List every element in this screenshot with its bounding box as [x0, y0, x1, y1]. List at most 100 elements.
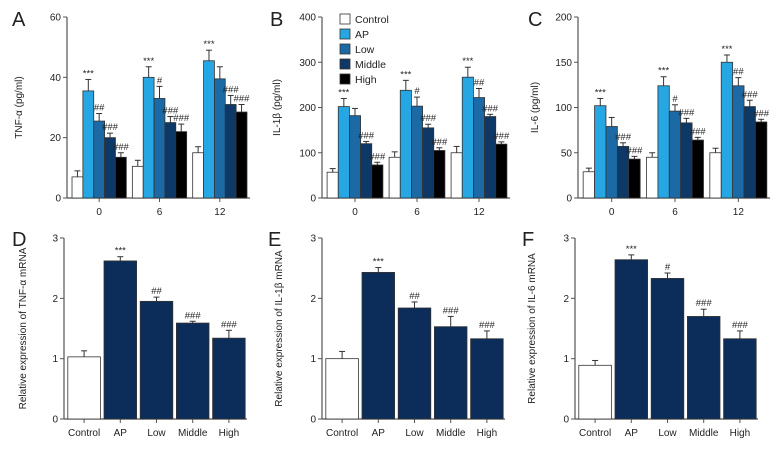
- bar-control: [326, 171, 339, 199]
- significance-label: ###: [696, 298, 713, 309]
- x-tick-label: High: [477, 428, 498, 439]
- bar-middle: [743, 106, 756, 199]
- x-tick-label: Middle: [178, 428, 208, 439]
- y-tick-label: 100: [299, 148, 316, 159]
- significance-label: ###: [420, 113, 437, 124]
- panel-letter: C: [528, 9, 542, 31]
- bar-middle: [484, 116, 497, 199]
- legend-swatch-ap: [339, 28, 351, 40]
- significance-label: ##: [94, 103, 105, 114]
- y-axis-label: IL-6 (pg/ml): [530, 82, 541, 133]
- significance-label: ###: [162, 106, 179, 117]
- panel-letter: A: [12, 9, 26, 31]
- bar-high: [212, 337, 246, 420]
- bar-high: [175, 131, 188, 199]
- x-tick-label: AP: [625, 428, 639, 439]
- y-tick-label: 20: [50, 133, 62, 144]
- y-tick-label: 300: [299, 58, 316, 69]
- bar-middle: [434, 326, 468, 420]
- legend-swatch-middle: [339, 58, 351, 70]
- significance-label: ###: [627, 145, 644, 156]
- significance-label: ###: [742, 89, 759, 100]
- x-tick-label: High: [219, 428, 240, 439]
- bar-low: [668, 110, 682, 199]
- bar-low: [397, 307, 432, 420]
- y-axis-label: IL-1β (pg/ml): [272, 79, 283, 136]
- significance-label: ***: [373, 257, 384, 268]
- significance-label: ###: [479, 320, 496, 331]
- x-tick-label: High: [730, 428, 751, 439]
- bar-high: [691, 139, 704, 199]
- bar-low: [139, 300, 174, 420]
- significance-label: ###: [234, 93, 251, 104]
- y-tick-label: 50: [561, 148, 573, 159]
- y-tick-label: 200: [555, 13, 572, 24]
- panel-letter: E: [268, 229, 281, 251]
- y-tick-label: 60: [50, 13, 62, 24]
- significance-label: ###: [113, 142, 130, 153]
- bar-middle: [224, 104, 237, 199]
- bar-ap: [203, 60, 215, 199]
- legend: Control AP Low Middle High: [339, 13, 389, 86]
- y-tick-label: 0: [52, 415, 58, 426]
- bar-control: [646, 156, 659, 199]
- y-tick-label: 3: [563, 234, 569, 245]
- x-tick-label: 0: [352, 207, 358, 218]
- y-axis-label: TNF-α (pg/ml): [14, 76, 25, 138]
- x-tick-label: 12: [214, 207, 226, 218]
- significance-label: ***: [115, 246, 126, 257]
- x-tick-label: Control: [68, 428, 100, 439]
- bar-control: [325, 358, 359, 420]
- significance-label: ***: [462, 56, 473, 67]
- significance-label: ##: [733, 67, 744, 78]
- significance-label: ***: [400, 69, 411, 80]
- significance-label: ***: [626, 244, 637, 255]
- bar-control: [131, 165, 144, 199]
- significance-label: ***: [83, 68, 94, 79]
- bar-high: [235, 111, 248, 199]
- bar-low: [732, 85, 745, 199]
- significance-label: ###: [690, 126, 707, 137]
- significance-label: #: [414, 86, 420, 97]
- significance-label: ###: [358, 130, 375, 141]
- bar-middle: [164, 122, 177, 199]
- bar-middle: [687, 316, 721, 420]
- significance-label: ###: [369, 151, 386, 162]
- significance-label: ###: [753, 108, 770, 119]
- y-tick-label: 0: [310, 194, 316, 205]
- y-tick-label: 0: [55, 194, 61, 205]
- significance-label: ###: [173, 113, 190, 124]
- panel-d: D 0 1 2 3 Relative expression of TNF-α mRNA Co…: [12, 229, 247, 439]
- x-tick-label: 12: [733, 207, 745, 218]
- significance-label: ###: [102, 122, 119, 133]
- y-tick-label: 3: [310, 234, 316, 245]
- bar-ap: [594, 105, 607, 199]
- bar-ap: [461, 76, 474, 199]
- significance-label: ###: [732, 320, 749, 331]
- significance-label: ###: [678, 107, 695, 118]
- significance-label: ###: [185, 310, 202, 321]
- bar-ap: [720, 61, 734, 199]
- y-tick-label: 40: [50, 73, 62, 84]
- x-tick-label: 0: [96, 207, 102, 218]
- bar-ap: [361, 271, 395, 420]
- y-tick-label: 2: [563, 294, 569, 305]
- y-tick-label: 400: [299, 13, 316, 24]
- bar-high: [755, 121, 768, 199]
- significance-label: ***: [338, 87, 349, 98]
- bar-control: [578, 364, 612, 420]
- y-tick-label: 100: [555, 103, 572, 114]
- significance-label: ***: [203, 39, 214, 50]
- x-tick-label: Low: [147, 428, 166, 439]
- bar-ap: [614, 259, 648, 420]
- y-axis-label: Relative expression of IL-1β mRNA: [274, 250, 285, 407]
- y-tick-label: 3: [52, 234, 58, 245]
- x-tick-label: Control: [326, 428, 358, 439]
- y-tick-label: 1: [310, 354, 316, 365]
- bar-middle: [176, 322, 210, 420]
- bar-ap: [103, 260, 137, 420]
- panel-letter: D: [12, 229, 26, 251]
- legend-label: Middle: [355, 59, 386, 71]
- panel-f: F 0 1 2 3 Relative expression of IL-6 mRNA Con…: [522, 229, 758, 439]
